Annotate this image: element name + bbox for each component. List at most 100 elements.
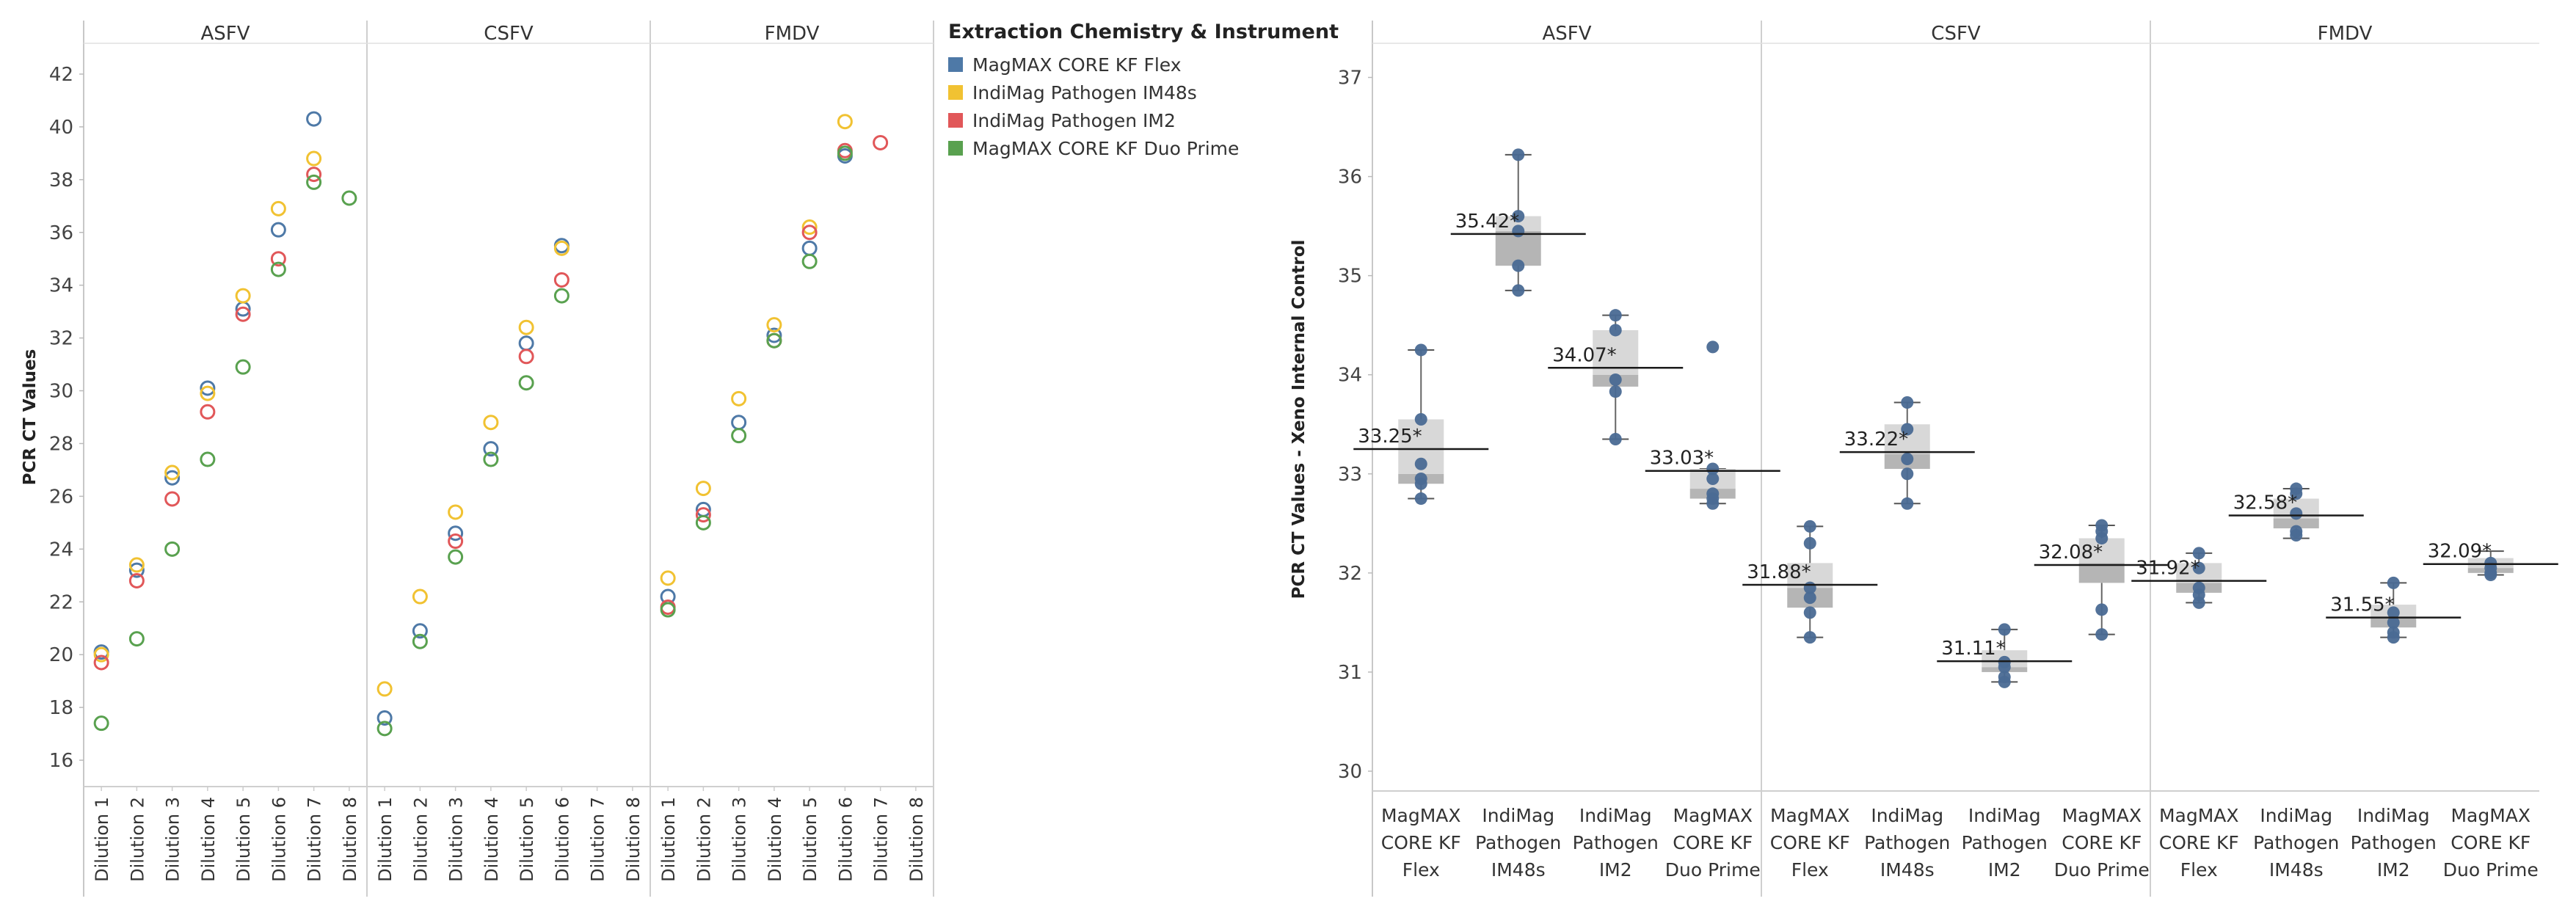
mean-label: 32.58* (2233, 492, 2297, 514)
y-tick-label: 24 (49, 539, 73, 561)
x-tick-label: IndiMag (1871, 805, 1943, 826)
y-tick-label: 42 (49, 64, 73, 86)
legend-label: MagMAX CORE KF Duo Prime (972, 137, 1240, 159)
x-tick-label: Dilution 7 (871, 797, 892, 882)
x-tick-label: MagMAX (1381, 805, 1461, 826)
data-point (341, 190, 357, 206)
mean-label: 32.08* (2039, 542, 2103, 564)
y-tick-label: 40 (49, 117, 73, 139)
x-tick-label: Dilution 1 (375, 797, 396, 882)
data-point (483, 451, 499, 467)
data-point (1414, 457, 1427, 470)
data-point (2484, 556, 2497, 569)
x-tick-label: Dilution 2 (127, 797, 148, 882)
data-point (1998, 671, 2011, 684)
data-point (200, 385, 216, 401)
data-point (2095, 628, 2109, 641)
x-tick-label: Dilution 1 (92, 797, 112, 882)
y-tick-label: 32 (1338, 563, 1362, 585)
x-tick-label: MagMAX (1673, 805, 1753, 826)
y-tick-label: 20 (49, 644, 73, 666)
data-point (1803, 591, 1816, 605)
y-tick-label: 37 (1338, 68, 1362, 90)
data-point (1706, 487, 1720, 500)
x-tick-label: Flex (1791, 859, 1829, 881)
data-point (801, 225, 818, 241)
x-tick-label: Dilution 8 (340, 797, 360, 882)
data-point (1512, 284, 1525, 297)
data-point (553, 240, 570, 256)
data-point (1901, 497, 1914, 510)
x-tick-label: Pathogen (1962, 832, 2048, 853)
box-lower (2273, 518, 2319, 529)
y-tick-label: 34 (49, 275, 73, 297)
data-point (837, 145, 853, 161)
data-point (448, 549, 464, 565)
x-tick-label: MagMAX (2159, 805, 2239, 826)
x-tick-label: Pathogen (1864, 832, 1950, 853)
legend-item[interactable]: MagMAX CORE KF Duo Prime (948, 134, 1339, 162)
data-point (2095, 603, 2109, 616)
y-tick-label: 18 (49, 697, 73, 719)
legend-title: Extraction Chemistry & Instrument (948, 21, 1339, 43)
y-tick-label: 38 (49, 169, 73, 192)
data-point (731, 415, 747, 431)
x-tick-label: CORE KF (1673, 832, 1753, 853)
x-tick-label: IndiMag (2260, 805, 2332, 826)
data-point (695, 481, 711, 497)
mean-label: 34.07* (1552, 344, 1616, 366)
legend-item[interactable]: IndiMag Pathogen IM48s (948, 79, 1339, 106)
data-point (270, 251, 286, 267)
x-tick-label: IM2 (2377, 859, 2410, 881)
legend-item[interactable]: MagMAX CORE KF Flex (948, 51, 1339, 79)
x-tick-label: Dilution 4 (198, 797, 219, 882)
x-tick-label: Dilution 8 (623, 797, 644, 882)
data-point (1414, 473, 1427, 486)
x-tick-label: Pathogen (2253, 832, 2339, 853)
data-point (1609, 373, 1622, 386)
y-tick-label: 32 (49, 328, 73, 350)
data-point (2387, 626, 2400, 639)
legend-item[interactable]: IndiMag Pathogen IM2 (948, 106, 1339, 134)
y-axis-title: PCR CT Values - Xeno Internal Control (1289, 240, 1309, 599)
y-tick-label: 33 (1338, 464, 1362, 486)
data-point (1414, 413, 1427, 426)
data-point (1609, 385, 1622, 398)
x-tick-label: IM2 (1988, 859, 2021, 881)
data-point (1901, 467, 1914, 481)
panel-header: ASFV (1542, 23, 1591, 45)
mean-label: 31.55* (2330, 594, 2394, 616)
x-tick-label: MagMAX (2062, 805, 2142, 826)
x-tick-label: Dilution 3 (446, 797, 467, 882)
y-tick-label: 34 (1338, 365, 1362, 387)
data-point (1512, 210, 1525, 223)
legend-label: MagMAX CORE KF Flex (972, 54, 1182, 76)
y-tick-label: 26 (49, 486, 73, 508)
mean-label: 32.09* (2428, 541, 2492, 563)
data-point (1706, 462, 1720, 475)
data-point (518, 349, 534, 365)
x-tick-label: IM48s (1880, 859, 1935, 881)
x-tick-label: Dilution 6 (552, 797, 572, 882)
x-tick-label: Dilution 6 (835, 797, 856, 882)
data-point (200, 380, 216, 396)
legend-swatch (948, 113, 963, 128)
data-point (128, 631, 145, 647)
data-point (164, 541, 181, 557)
x-tick-label: IndiMag (2357, 805, 2430, 826)
mean-label: 33.03* (1650, 448, 1714, 470)
data-point (483, 415, 499, 431)
data-point (873, 134, 889, 150)
y-tick-label: 36 (49, 222, 73, 244)
y-tick-label: 22 (49, 591, 73, 613)
mean-label: 31.11* (1941, 638, 2005, 660)
data-point (1706, 473, 1720, 486)
data-point (2095, 519, 2109, 532)
mean-label: 33.25* (1358, 426, 1422, 448)
data-point (2192, 581, 2205, 594)
x-tick-label: Duo Prime (1665, 859, 1761, 881)
x-tick-label: CORE KF (2159, 832, 2239, 853)
x-tick-label: Dilution 4 (481, 797, 502, 882)
panel-header: CSFV (1931, 23, 1981, 45)
data-point (1803, 581, 1816, 594)
